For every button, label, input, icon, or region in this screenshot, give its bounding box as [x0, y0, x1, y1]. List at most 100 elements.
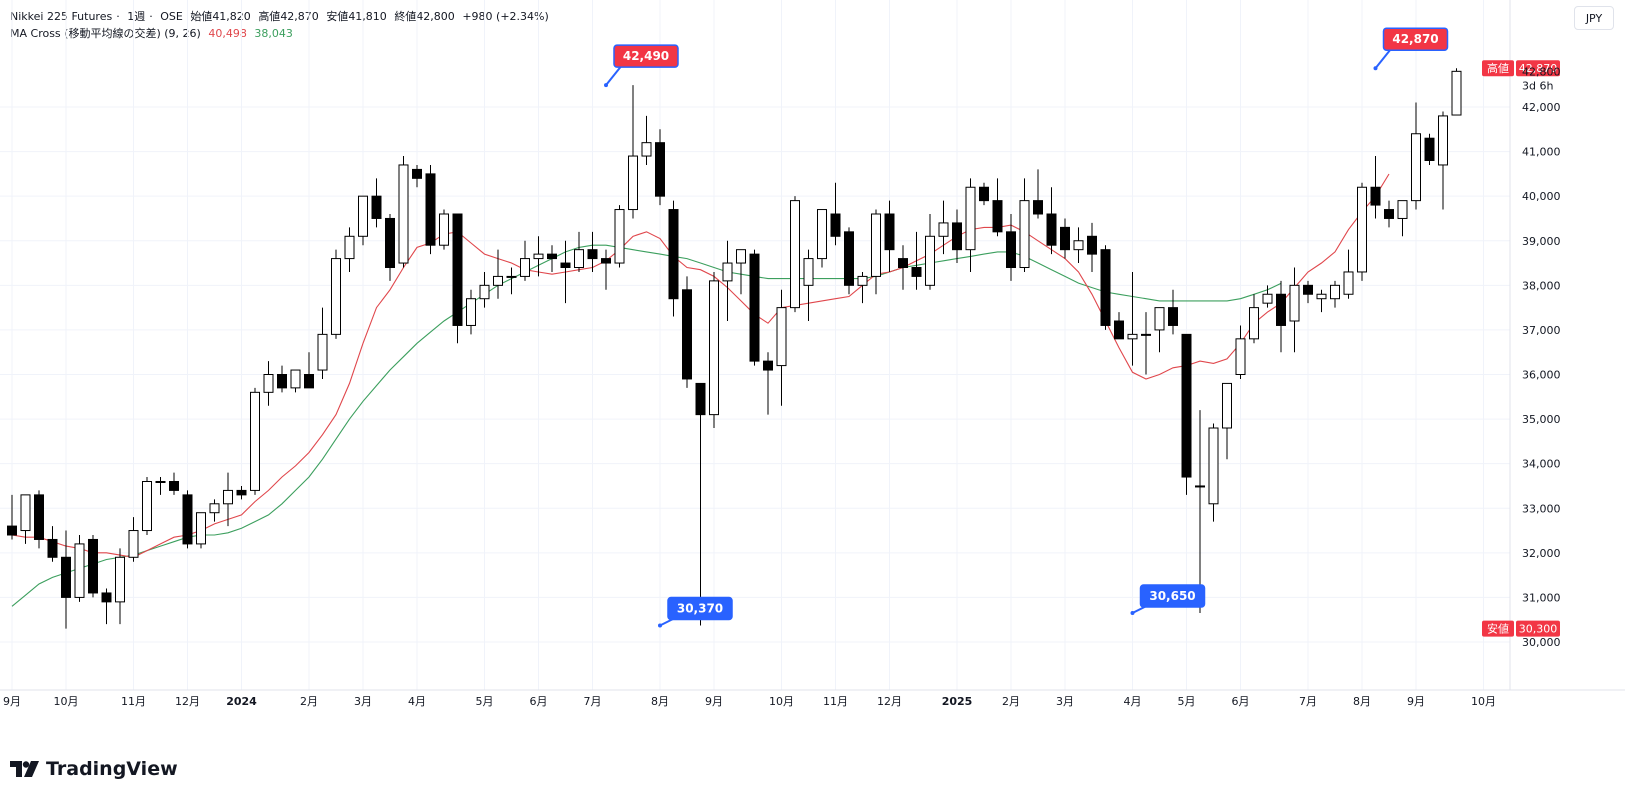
candle: [263, 361, 274, 406]
candle-body-down: [763, 360, 773, 371]
close-value: 42,800: [416, 10, 455, 23]
candle: [398, 156, 409, 268]
time-tick-label: 5月: [1178, 695, 1196, 708]
tradingview-logo[interactable]: TradingView: [10, 758, 178, 780]
candle-body-up: [1451, 70, 1462, 116]
candle: [641, 115, 652, 165]
candle: [223, 472, 233, 527]
candle: [506, 267, 517, 295]
candle: [115, 548, 125, 625]
time-tick-label: 8月: [1353, 695, 1371, 708]
candle: [1451, 68, 1462, 116]
axis-high-badge-label-bg: [1482, 60, 1514, 77]
candle-body-up: [641, 142, 652, 157]
price-tick-label: 30,000: [1522, 636, 1561, 649]
candle: [1019, 178, 1030, 272]
candle: [979, 182, 989, 206]
candle: [452, 213, 463, 344]
candle: [1303, 280, 1313, 304]
candle-body-down: [560, 262, 571, 268]
candle: [952, 209, 962, 264]
candle: [1060, 218, 1070, 259]
candle-body-down: [668, 209, 679, 300]
tradingview-logo-icon: [10, 761, 39, 777]
candle: [412, 164, 422, 188]
price-tick-label: 41,000: [1522, 146, 1561, 159]
candle: [925, 214, 935, 290]
time-tick-label: 8月: [651, 695, 669, 708]
candle-body-down: [34, 494, 44, 540]
time-tick-label: 5月: [476, 695, 494, 708]
price-tick-label: 34,000: [1522, 458, 1561, 471]
candle-body-down: [101, 592, 112, 603]
candle-body-down: [911, 267, 922, 277]
callout-label: 42,490: [623, 49, 669, 63]
candle: [614, 205, 625, 268]
candle: [479, 271, 490, 308]
candle: [1154, 307, 1165, 353]
low-value: 41,810: [348, 10, 387, 23]
candle-body-up: [736, 249, 746, 264]
candle: [331, 249, 341, 339]
countdown-label: 3d 6h: [1522, 79, 1553, 92]
candle: [34, 490, 44, 549]
brand-name: TradingView: [46, 758, 178, 780]
change-value: +980 (+2.34%): [462, 10, 549, 23]
candle-body-down: [1370, 186, 1381, 206]
price-tick-label: 37,000: [1522, 324, 1561, 337]
low-label: 安値: [326, 10, 349, 23]
candle-body-down: [47, 538, 58, 558]
exchange-label: OSE: [160, 10, 183, 23]
currency-button[interactable]: JPY: [1574, 6, 1614, 30]
candle: [871, 209, 881, 295]
candle: [857, 271, 868, 304]
candle-body-down: [7, 525, 17, 536]
candle-body-down: [1181, 333, 1192, 478]
candle-body-up: [722, 262, 733, 282]
candle: [844, 227, 854, 295]
candle-body-up: [223, 489, 233, 505]
price-tick-label: 39,000: [1522, 235, 1561, 248]
candle-body-up: [1330, 284, 1340, 300]
price-tick-label: 31,000: [1522, 591, 1561, 604]
candle: [101, 588, 112, 625]
candle-body-down: [655, 142, 665, 197]
candle-body-down: [682, 289, 692, 380]
candle: [1438, 111, 1448, 210]
candle-body-down: [371, 195, 382, 219]
callout-box: [1139, 584, 1206, 608]
callout-anchor: [658, 623, 662, 628]
candle-body-down: [1060, 226, 1070, 251]
candle-body-up: [803, 258, 814, 286]
candle: [749, 249, 760, 366]
candle: [290, 369, 301, 393]
candle: [371, 178, 382, 228]
indicator-name[interactable]: MA Cross (移動平均線の交差) (9, 26): [10, 27, 201, 40]
candle-body-down: [1276, 293, 1286, 326]
candle-body-up: [1262, 293, 1273, 304]
candle-body-down: [830, 213, 841, 237]
candle: [155, 477, 166, 495]
candle-body-down: [1100, 249, 1111, 326]
time-tick-label: 4月: [408, 695, 426, 708]
candle: [938, 200, 949, 255]
candle: [317, 307, 328, 379]
indicator-legend[interactable]: MA Cross (移動平均線の交差) (9, 26) 40,498 38,04…: [10, 25, 297, 41]
candle: [1181, 333, 1192, 495]
candle: [1141, 312, 1151, 375]
candle-body-up: [871, 213, 881, 277]
interval-label[interactable]: 1週: [127, 10, 146, 23]
candle: [425, 164, 436, 255]
candle: [736, 249, 746, 295]
candle-body-down: [304, 374, 314, 389]
candle-body-down: [749, 253, 760, 362]
callout-label: 30,370: [677, 602, 723, 616]
symbol-name[interactable]: Nikkei 225 Futures: [10, 10, 113, 23]
price-tick-label: 36,000: [1522, 369, 1561, 382]
candle: [439, 209, 449, 250]
candle-body-up: [398, 164, 409, 264]
candle: [1343, 249, 1354, 299]
candle-body-up: [1289, 284, 1300, 322]
candle: [1087, 222, 1097, 272]
